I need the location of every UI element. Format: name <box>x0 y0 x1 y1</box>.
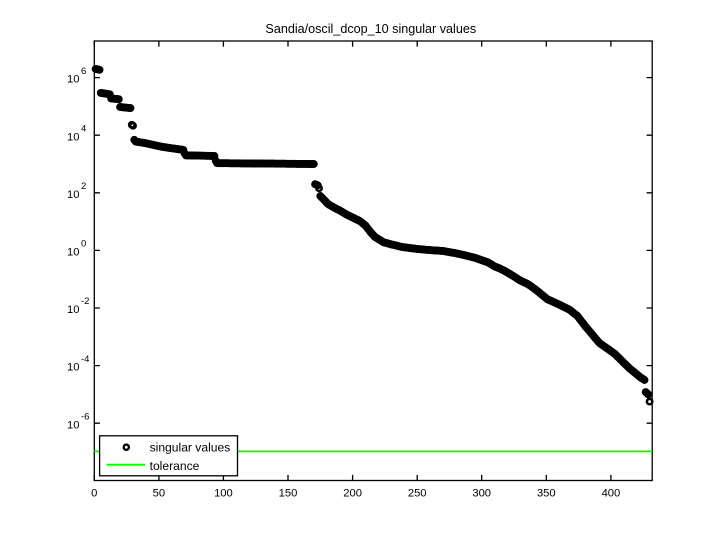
svg-text:50: 50 <box>153 488 165 500</box>
svg-text:350: 350 <box>537 488 556 500</box>
svg-text:6: 6 <box>81 66 86 77</box>
svg-text:10: 10 <box>67 362 79 374</box>
svg-text:400: 400 <box>602 488 621 500</box>
svg-text:4: 4 <box>81 123 86 134</box>
svg-text:10: 10 <box>67 74 79 86</box>
svg-text:-4: -4 <box>81 354 89 365</box>
svg-text:tolerance: tolerance <box>150 459 200 473</box>
svg-text:-2: -2 <box>81 296 89 307</box>
svg-text:300: 300 <box>472 488 491 500</box>
svg-text:200: 200 <box>343 488 362 500</box>
svg-text:0: 0 <box>91 488 97 500</box>
svg-text:10: 10 <box>67 131 79 143</box>
svg-text:250: 250 <box>408 488 427 500</box>
svg-text:150: 150 <box>279 488 298 500</box>
svg-text:10: 10 <box>67 419 79 431</box>
svg-text:Sandia/oscil_dcop_10 singular: Sandia/oscil_dcop_10 singular values <box>265 22 476 36</box>
svg-text:10: 10 <box>67 304 79 316</box>
svg-text:10: 10 <box>67 189 79 201</box>
svg-text:100: 100 <box>214 488 233 500</box>
svg-text:2: 2 <box>81 181 86 192</box>
svg-text:10: 10 <box>67 247 79 259</box>
svg-text:0: 0 <box>81 239 86 250</box>
svg-text:-6: -6 <box>81 411 89 422</box>
svg-text:singular values: singular values <box>150 441 231 455</box>
